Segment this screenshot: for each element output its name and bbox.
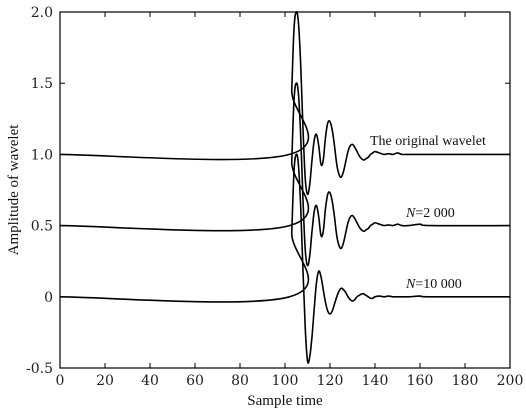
x-tick-label: 20 [96,373,114,389]
x-tick-label: 40 [141,373,159,389]
x-tick-label: 100 [272,373,299,389]
label-n2000-italic: N [405,206,416,221]
x-tick-label: 80 [231,373,249,389]
x-tick-label: 120 [317,373,344,389]
series-n2000-line [59,82,511,267]
x-tick-label: 160 [407,373,434,389]
x-axis-title: Sample time [247,393,323,409]
label-n10000-italic: N [405,277,416,292]
y-tick-label: 0.5 [31,219,53,235]
y-axis-title: Amplitude of wavelet [6,124,22,256]
x-tick-label: 180 [452,373,479,389]
label-n10000-value: =10 000 [415,277,461,292]
series-n10000-line [59,153,511,364]
label-original-wavelet: The original wavelet [370,134,486,149]
x-tick-label: 200 [497,373,524,389]
y-tick-label: 0 [44,290,53,306]
label-n2000-value: =2 000 [415,206,454,221]
label-n2000: N=2 000 [405,206,455,221]
y-tick-label: 1.5 [31,76,53,92]
y-axis-ticks: -0.5 0 0.5 1.0 1.5 2.0 [26,5,510,377]
x-axis-ticks: 0 20 40 60 80 100 120 140 160 180 200 [56,12,524,389]
x-tick-label: 60 [186,373,204,389]
label-n10000: N=10 000 [405,277,462,292]
plot-frame [59,11,511,369]
series-original-wavelet-line [59,10,511,196]
y-tick-label: -0.5 [26,361,53,377]
series-lines [59,10,511,364]
x-tick-label: 140 [362,373,389,389]
x-tick-label: 0 [56,373,65,389]
y-tick-label: 1.0 [31,147,53,163]
y-tick-label: 2.0 [31,5,53,21]
